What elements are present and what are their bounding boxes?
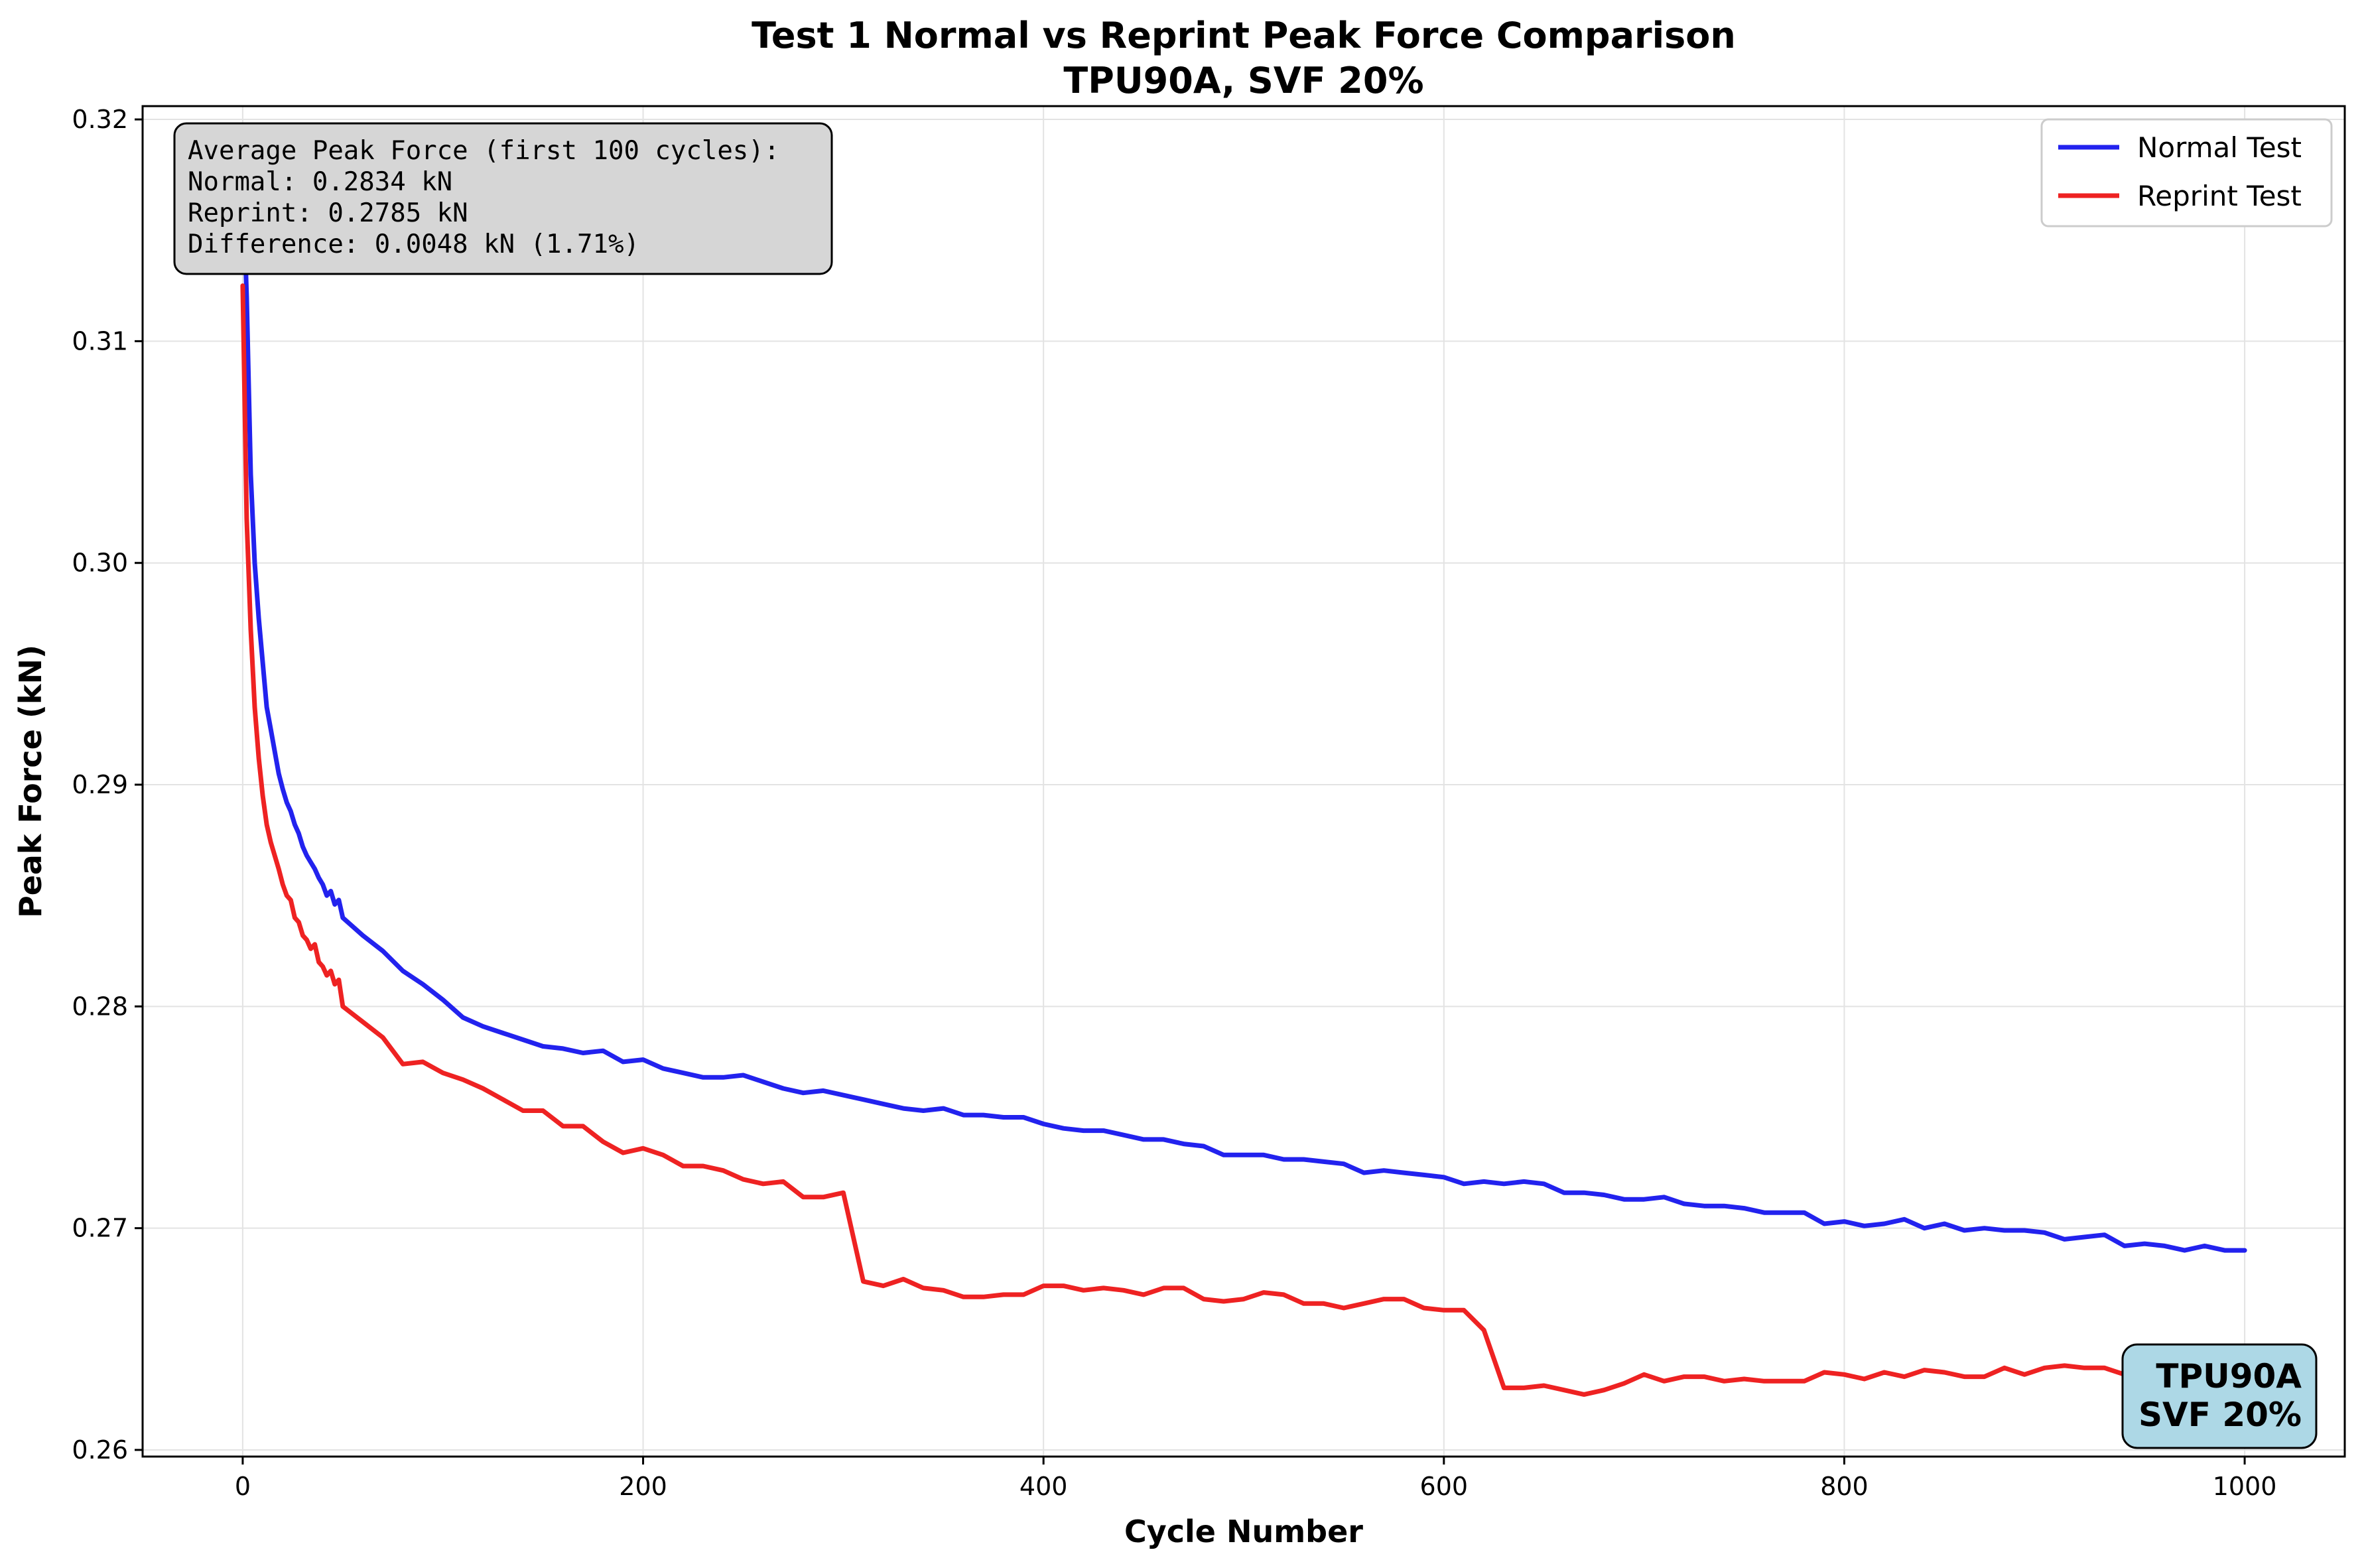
series-lines [240,172,2247,1397]
material-badge: TPU90A SVF 20% [2121,1343,2318,1449]
stats-line-normal: Normal: 0.2834 kN [188,167,452,197]
legend-label-reprint: Reprint Test [2137,180,2302,212]
y-tick-label: 0.31 [72,326,128,356]
y-tick-label: 0.27 [72,1214,128,1243]
series-line-normal-test [240,172,2247,1253]
series-line-reprint-test [240,283,2247,1397]
y-tick-label: 0.29 [72,770,128,799]
chart-subtitle: TPU90A, SVF 20% [1063,60,1423,101]
stats-line-heading: Average Peak Force (first 100 cycles): [188,136,779,166]
y-axis-label: Peak Force (kN) [13,645,48,918]
axis-ticks: 0 200 400 600 800 1000 0.26 0.27 0.28 0.29 0.30 0.3… [72,105,2276,1501]
y-tick-label: 0.26 [72,1435,128,1465]
badge-line-material: TPU90A [2156,1357,2302,1396]
stats-annotation: Average Peak Force (first 100 cycles): N… [173,122,833,275]
grid [143,106,2345,1457]
plot-frame [141,105,2346,1458]
x-axis-label: Cycle Number [1124,1514,1363,1549]
chart-title: Test 1 Normal vs Reprint Peak Force Comp… [752,15,1736,56]
x-tick-label: 800 [1820,1472,1869,1501]
legend: Normal Test Reprint Test [2040,118,2333,228]
stats-line-difference: Difference: 0.0048 kN (1.71%) [188,229,639,259]
x-tick-label: 600 [1420,1472,1469,1501]
x-tick-label: 200 [619,1472,667,1501]
y-tick-label: 0.30 [72,549,128,578]
badge-line-svf: SVF 20% [2138,1396,2302,1434]
stats-box [173,122,833,275]
x-tick-label: 0 [235,1472,251,1501]
legend-label-normal: Normal Test [2137,131,2302,164]
stats-line-reprint: Reprint: 0.2785 kN [188,198,468,228]
x-tick-label: 1000 [2213,1472,2277,1501]
x-tick-label: 400 [1019,1472,1068,1501]
badge-box [2121,1343,2318,1449]
y-tick-label: 0.28 [72,992,128,1021]
y-tick-label: 0.32 [72,105,128,134]
